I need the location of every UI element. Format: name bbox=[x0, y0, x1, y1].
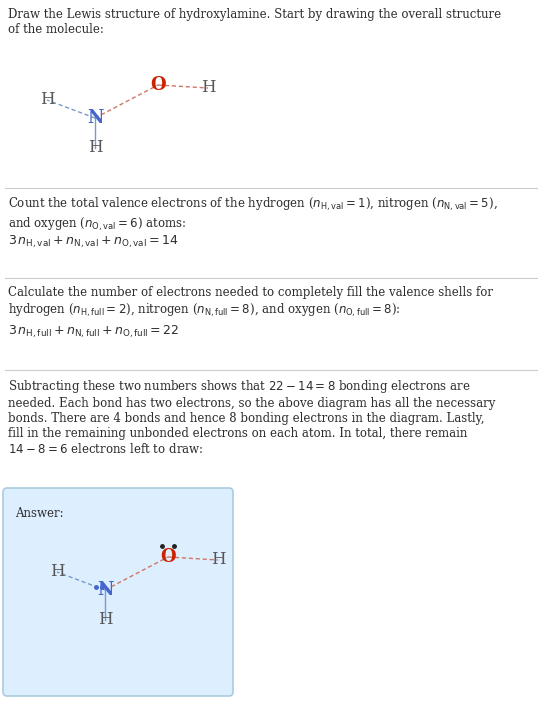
Text: H: H bbox=[40, 91, 54, 109]
Text: Draw the Lewis structure of hydroxylamine. Start by drawing the overall structur: Draw the Lewis structure of hydroxylamin… bbox=[8, 8, 501, 36]
Text: Subtracting these two numbers shows that $22 - 14 = 8$ bonding electrons are
nee: Subtracting these two numbers shows that… bbox=[8, 378, 495, 456]
Text: N: N bbox=[87, 109, 103, 127]
Text: O: O bbox=[160, 548, 176, 566]
Text: Answer:: Answer: bbox=[15, 507, 64, 520]
Text: N: N bbox=[97, 581, 113, 599]
Text: H: H bbox=[98, 611, 112, 628]
FancyBboxPatch shape bbox=[3, 488, 233, 696]
Text: H: H bbox=[201, 79, 216, 96]
Text: H: H bbox=[87, 140, 102, 157]
Text: Count the total valence electrons of the hydrogen ($n_\mathrm{H,val} = 1$), nitr: Count the total valence electrons of the… bbox=[8, 196, 498, 233]
Text: Calculate the number of electrons needed to completely fill the valence shells f: Calculate the number of electrons needed… bbox=[8, 286, 493, 319]
Text: O: O bbox=[150, 76, 166, 94]
Text: $3\,n_\mathrm{H,full} + n_\mathrm{N,full} + n_\mathrm{O,full} = 22$: $3\,n_\mathrm{H,full} + n_\mathrm{N,full… bbox=[8, 324, 179, 340]
Text: $3\,n_\mathrm{H,val} + n_\mathrm{N,val} + n_\mathrm{O,val} = 14$: $3\,n_\mathrm{H,val} + n_\mathrm{N,val} … bbox=[8, 234, 179, 251]
Text: H: H bbox=[50, 564, 64, 581]
Text: H: H bbox=[211, 552, 225, 569]
